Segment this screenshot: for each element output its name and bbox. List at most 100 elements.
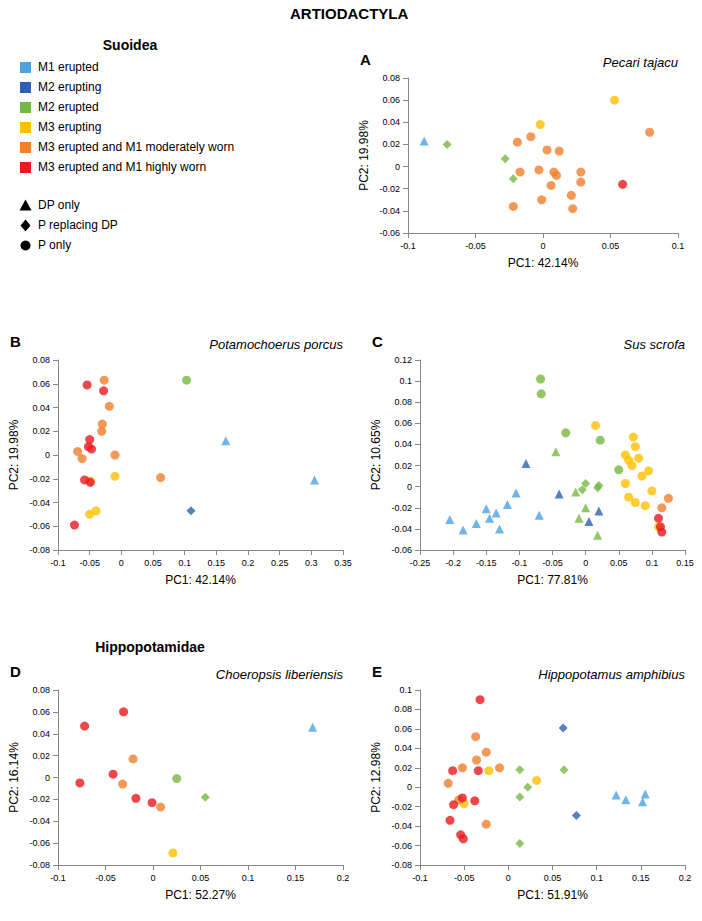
svg-text:0.15: 0.15 [287, 873, 305, 883]
svg-text:-0.1: -0.1 [412, 873, 428, 883]
svg-text:0: 0 [583, 558, 588, 568]
svg-text:M3 erupted and M1 highly worn: M3 erupted and M1 highly worn [38, 160, 206, 174]
svg-text:0: 0 [506, 873, 511, 883]
svg-text:-0.02: -0.02 [29, 474, 50, 484]
svg-text:0: 0 [45, 450, 50, 460]
svg-text:0.08: 0.08 [382, 73, 400, 83]
svg-text:-0.05: -0.05 [542, 558, 563, 568]
svg-text:P replacing DP: P replacing DP [38, 218, 118, 232]
svg-text:-0.06: -0.06 [379, 228, 400, 238]
svg-text:0.25: 0.25 [271, 558, 289, 568]
svg-text:0: 0 [407, 782, 412, 792]
svg-text:0.2: 0.2 [242, 558, 255, 568]
svg-text:-0.05: -0.05 [79, 558, 100, 568]
svg-text:Suoidea: Suoidea [103, 37, 158, 53]
svg-text:M2 erupted: M2 erupted [38, 100, 99, 114]
svg-text:-0.06: -0.06 [29, 521, 50, 531]
svg-text:PC1: 42.14%: PC1: 42.14% [508, 256, 579, 270]
svg-text:0.05: 0.05 [144, 558, 162, 568]
svg-text:ARTIODACTYLA: ARTIODACTYLA [290, 5, 408, 22]
svg-text:0.06: 0.06 [394, 724, 412, 734]
svg-text:0.06: 0.06 [32, 379, 50, 389]
svg-text:0: 0 [395, 162, 400, 172]
svg-text:Potamochoerus porcus: Potamochoerus porcus [209, 337, 343, 352]
svg-text:-0.25: -0.25 [410, 558, 431, 568]
svg-text:P only: P only [38, 238, 71, 252]
svg-text:-0.06: -0.06 [29, 838, 50, 848]
svg-text:-0.04: -0.04 [379, 206, 400, 216]
svg-text:-0.08: -0.08 [29, 860, 50, 870]
svg-text:PC1: 42.14%: PC1: 42.14% [165, 573, 236, 587]
svg-text:0.02: 0.02 [394, 763, 412, 773]
svg-text:M2 erupting: M2 erupting [38, 80, 101, 94]
svg-text:0.04: 0.04 [382, 117, 400, 127]
svg-text:0: 0 [45, 773, 50, 783]
svg-text:0.15: 0.15 [208, 558, 226, 568]
svg-text:0.04: 0.04 [394, 439, 412, 449]
svg-text:-0.02: -0.02 [379, 184, 400, 194]
svg-text:0.04: 0.04 [394, 743, 412, 753]
svg-text:E: E [372, 663, 382, 680]
svg-text:0.02: 0.02 [382, 139, 400, 149]
svg-text:-0.02: -0.02 [391, 802, 412, 812]
svg-text:-0.04: -0.04 [29, 816, 50, 826]
svg-text:Choeropsis liberiensis: Choeropsis liberiensis [216, 667, 344, 682]
svg-text:M3 erupting: M3 erupting [38, 120, 101, 134]
svg-text:-0.02: -0.02 [391, 503, 412, 513]
svg-text:Hippopotamidae: Hippopotamidae [95, 639, 205, 655]
svg-text:-0.1: -0.1 [400, 241, 416, 251]
svg-text:-0.04: -0.04 [29, 498, 50, 508]
svg-text:0.05: 0.05 [610, 558, 628, 568]
svg-text:C: C [372, 333, 383, 350]
svg-text:0.06: 0.06 [382, 95, 400, 105]
svg-text:0.15: 0.15 [676, 558, 694, 568]
svg-text:M3 erupted and M1 moderately w: M3 erupted and M1 moderately worn [38, 140, 234, 154]
svg-text:-0.08: -0.08 [29, 545, 50, 555]
svg-text:0.35: 0.35 [334, 558, 352, 568]
svg-text:0.02: 0.02 [394, 461, 412, 471]
svg-text:0: 0 [119, 558, 124, 568]
svg-text:0.02: 0.02 [32, 751, 50, 761]
svg-text:0.2: 0.2 [337, 873, 350, 883]
svg-text:0: 0 [407, 482, 412, 492]
svg-text:PC1: 77.81%: PC1: 77.81% [517, 573, 588, 587]
svg-text:0.08: 0.08 [32, 355, 50, 365]
svg-text:-0.04: -0.04 [391, 524, 412, 534]
svg-text:D: D [10, 663, 21, 680]
svg-text:M1 erupted: M1 erupted [38, 60, 99, 74]
svg-text:A: A [360, 51, 371, 68]
svg-text:-0.06: -0.06 [391, 545, 412, 555]
svg-text:0.1: 0.1 [646, 558, 659, 568]
svg-text:-0.1: -0.1 [50, 558, 66, 568]
svg-text:0.05: 0.05 [192, 873, 210, 883]
svg-text:0.3: 0.3 [305, 558, 318, 568]
svg-text:PC2: 19.98%: PC2: 19.98% [7, 419, 21, 490]
svg-text:PC2: 19.98%: PC2: 19.98% [357, 120, 371, 191]
svg-text:-0.02: -0.02 [29, 794, 50, 804]
svg-text:0.08: 0.08 [394, 397, 412, 407]
svg-text:PC2: 16.14%: PC2: 16.14% [7, 742, 21, 813]
svg-text:-0.05: -0.05 [95, 873, 116, 883]
svg-text:0.1: 0.1 [178, 558, 191, 568]
svg-text:-0.15: -0.15 [476, 558, 497, 568]
svg-text:PC2: 12.98%: PC2: 12.98% [369, 742, 383, 813]
svg-text:0.02: 0.02 [32, 426, 50, 436]
svg-text:0.08: 0.08 [32, 685, 50, 695]
svg-text:0.1: 0.1 [399, 376, 412, 386]
svg-text:PC1: 51.91%: PC1: 51.91% [517, 888, 588, 902]
svg-text:0.1: 0.1 [242, 873, 255, 883]
svg-text:-0.06: -0.06 [391, 841, 412, 851]
svg-text:DP only: DP only [38, 198, 80, 212]
svg-text:Sus scrofa: Sus scrofa [624, 337, 685, 352]
svg-text:-0.05: -0.05 [465, 241, 486, 251]
svg-text:Pecari tajacu: Pecari tajacu [603, 55, 678, 70]
svg-text:0: 0 [540, 241, 545, 251]
svg-text:-0.08: -0.08 [391, 860, 412, 870]
svg-text:-0.2: -0.2 [445, 558, 461, 568]
svg-text:PC2: 10.65%: PC2: 10.65% [369, 419, 383, 490]
svg-text:PC1: 52.27%: PC1: 52.27% [165, 888, 236, 902]
svg-text:Hippopotamus amphibius: Hippopotamus amphibius [538, 667, 685, 682]
svg-text:0.08: 0.08 [394, 704, 412, 714]
svg-text:0.12: 0.12 [394, 355, 412, 365]
svg-text:0.04: 0.04 [32, 403, 50, 413]
